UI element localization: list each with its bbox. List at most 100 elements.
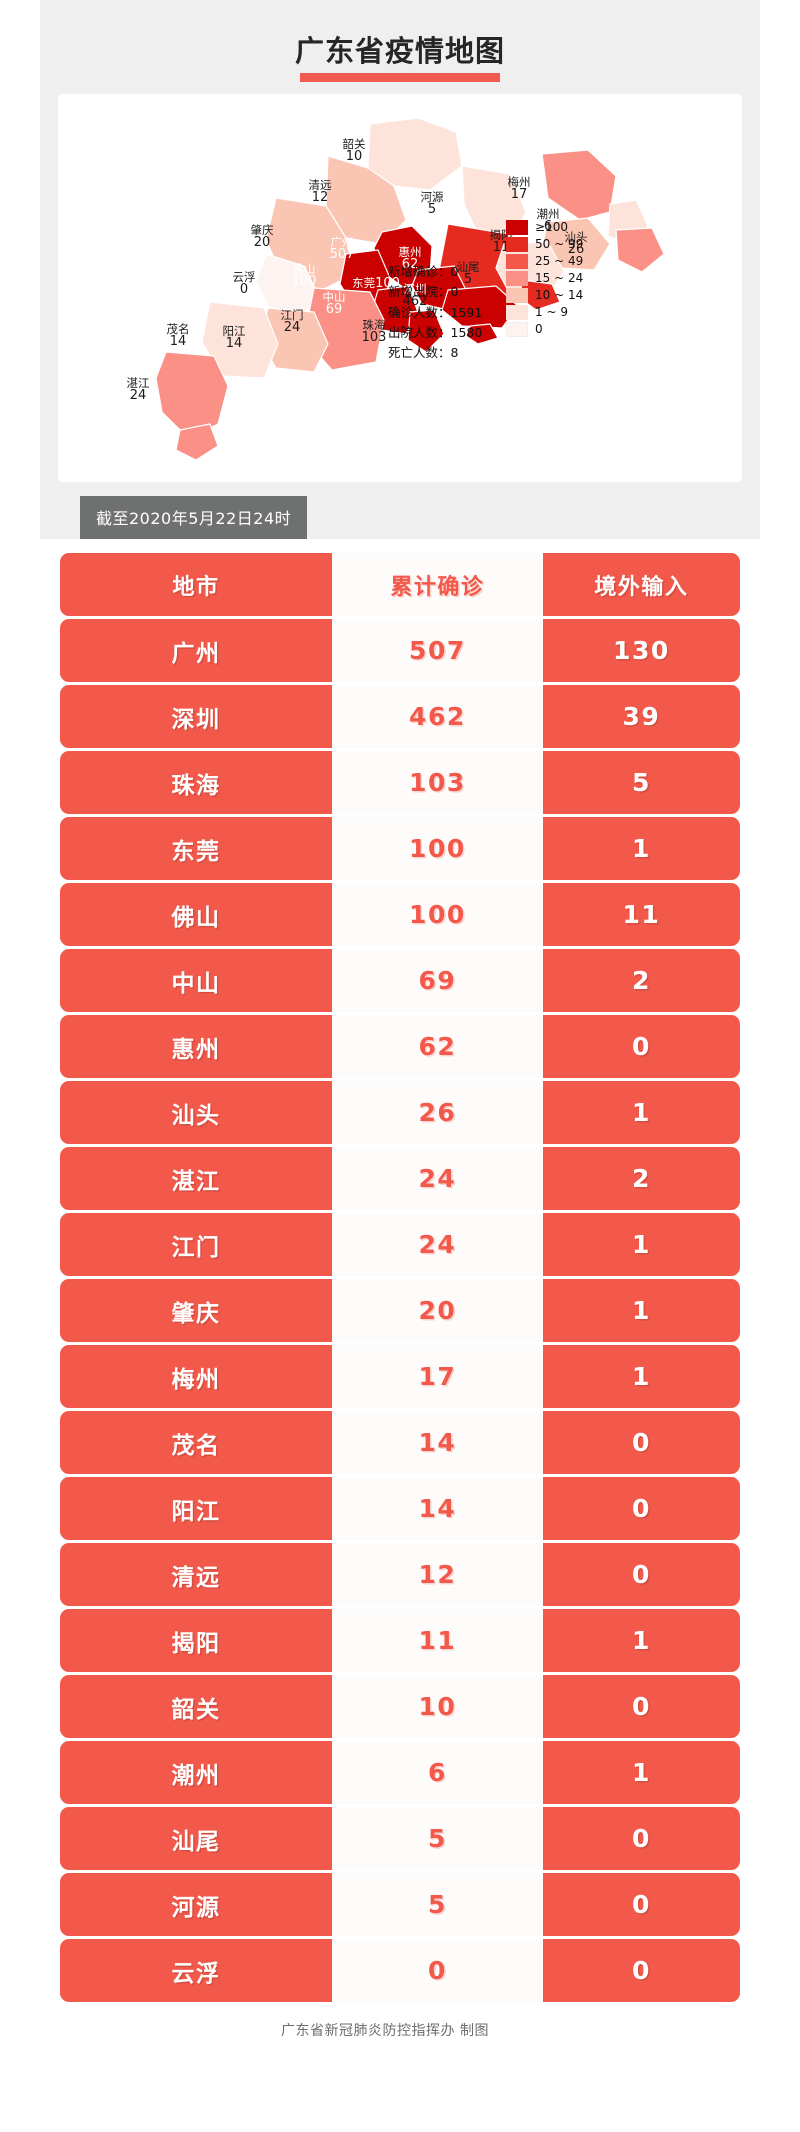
cell-city: 江门 xyxy=(60,1213,332,1276)
table-row: 揭阳 11 1 xyxy=(60,1609,740,1672)
map-statistics: 新增确诊：0 新增出院：0 确诊人数：1591 出院人数：1580 死亡人数：8 xyxy=(388,262,482,363)
cell-imported: 5 xyxy=(542,751,740,814)
table-row: 东莞 100 1 xyxy=(60,817,740,880)
cell-city: 清远 xyxy=(60,1543,332,1606)
city-stats-table: 地市 累计确诊 境外输入 广州 507 130 深圳 462 39 珠海 103 5 东莞 100 1… xyxy=(60,553,740,2002)
cell-confirmed: 100 xyxy=(332,883,543,946)
legend-row: 15 ~ 24 xyxy=(506,270,583,286)
stat-new-confirmed: 新增确诊：0 xyxy=(388,264,459,279)
legend-swatch-icon xyxy=(506,287,528,303)
header-band: 广东省疫情地图 xyxy=(40,0,760,539)
cell-confirmed: 20 xyxy=(332,1279,543,1342)
cell-confirmed: 5 xyxy=(332,1807,543,1870)
cell-imported: 0 xyxy=(542,1477,740,1540)
legend-swatch-icon xyxy=(506,304,528,320)
cell-city: 阳江 xyxy=(60,1477,332,1540)
stat-total-discharged: 出院人数：1580 xyxy=(388,324,483,340)
cell-confirmed: 100 xyxy=(332,817,543,880)
cell-confirmed: 24 xyxy=(332,1147,543,1210)
cell-confirmed: 17 xyxy=(332,1345,543,1408)
cell-city: 揭阳 xyxy=(60,1609,332,1672)
table-row: 惠州 62 0 xyxy=(60,1015,740,1078)
cell-city: 惠州 xyxy=(60,1015,332,1078)
cell-city: 湛江 xyxy=(60,1147,332,1210)
cell-city: 梅州 xyxy=(60,1345,332,1408)
cell-city: 汕尾 xyxy=(60,1807,332,1870)
table-header-confirmed: 累计确诊 xyxy=(332,553,543,616)
cell-imported: 0 xyxy=(542,1939,740,2002)
legend-label: 25 ~ 49 xyxy=(535,254,584,268)
cell-imported: 0 xyxy=(542,1873,740,1936)
cell-confirmed: 62 xyxy=(332,1015,543,1078)
cell-imported: 2 xyxy=(542,1147,740,1210)
cell-confirmed: 6 xyxy=(332,1741,543,1804)
cell-imported: 0 xyxy=(542,1807,740,1870)
table-body: 广州 507 130 深圳 462 39 珠海 103 5 东莞 100 1 佛山 100 11 中山 69 2 惠… xyxy=(60,619,740,2002)
legend-row: ≥100 xyxy=(506,219,583,235)
cell-city: 珠海 xyxy=(60,751,332,814)
cell-confirmed: 462 xyxy=(332,685,543,748)
table-row: 深圳 462 39 xyxy=(60,685,740,748)
guangdong-choropleth-map xyxy=(155,117,665,461)
table-row: 江门 24 1 xyxy=(60,1213,740,1276)
table-header-row: 地市 累计确诊 境外输入 xyxy=(60,553,740,616)
table-row: 茂名 14 0 xyxy=(60,1411,740,1474)
page-title: 广东省疫情地图 xyxy=(294,34,505,68)
stat-deaths: 死亡人数：8 xyxy=(388,345,459,360)
cell-confirmed: 69 xyxy=(332,949,543,1012)
cell-city: 潮州 xyxy=(60,1741,332,1804)
footer-credit: 广东省新冠肺炎防控指挥办 制图 xyxy=(281,2023,489,2039)
table-row: 潮州 6 1 xyxy=(60,1741,740,1804)
table-row: 湛江 24 2 xyxy=(60,1147,740,1210)
cell-imported: 1 xyxy=(542,1741,740,1804)
table-row: 梅州 17 1 xyxy=(60,1345,740,1408)
table-row: 河源 5 0 xyxy=(60,1873,740,1936)
cell-city: 云浮 xyxy=(60,1939,332,2002)
map-legend: ≥100 50 ~ 99 25 ~ 49 15 ~ 24 10 ~ 14 xyxy=(506,219,583,338)
stat-total-confirmed: 确诊人数：1591 xyxy=(388,304,483,320)
table-row: 中山 69 2 xyxy=(60,949,740,1012)
table-row: 肇庆 20 1 xyxy=(60,1279,740,1342)
cell-imported: 0 xyxy=(542,1411,740,1474)
table-row: 广州 507 130 xyxy=(60,619,740,682)
date-banner-area: 截至2020年5月22日24时 xyxy=(40,496,760,539)
cell-confirmed: 103 xyxy=(332,751,543,814)
map-shapes xyxy=(155,117,665,461)
table-row: 韶关 10 0 xyxy=(60,1675,740,1738)
legend-label: 1 ~ 9 xyxy=(535,305,568,319)
legend-label: 50 ~ 99 xyxy=(535,237,584,251)
cell-city: 河源 xyxy=(60,1873,332,1936)
date-banner: 截至2020年5月22日24时 xyxy=(80,496,308,539)
cell-imported: 130 xyxy=(542,619,740,682)
table-row: 珠海 103 5 xyxy=(60,751,740,814)
legend-swatch-icon xyxy=(506,219,528,235)
stat-new-discharged: 新增出院：0 xyxy=(388,284,459,300)
cell-imported: 1 xyxy=(542,1279,740,1342)
cell-imported: 11 xyxy=(542,883,740,946)
legend-row: 25 ~ 49 xyxy=(506,253,583,269)
table-header-imported: 境外输入 xyxy=(542,553,740,616)
cell-imported: 1 xyxy=(542,1081,740,1144)
legend-swatch-icon xyxy=(506,236,528,252)
cell-city: 东莞 xyxy=(60,817,332,880)
cell-city: 汕头 xyxy=(60,1081,332,1144)
legend-row: 0 xyxy=(506,321,583,337)
cell-city: 中山 xyxy=(60,949,332,1012)
title-area: 广东省疫情地图 xyxy=(40,14,760,84)
table-row: 汕尾 5 0 xyxy=(60,1807,740,1870)
table-row: 佛山 100 11 xyxy=(60,883,740,946)
cell-city: 茂名 xyxy=(60,1411,332,1474)
cell-imported: 2 xyxy=(542,949,740,1012)
cell-imported: 1 xyxy=(542,1213,740,1276)
cell-confirmed: 14 xyxy=(332,1477,543,1540)
title-underline xyxy=(300,73,500,82)
cell-city: 广州 xyxy=(60,619,332,682)
legend-label: 10 ~ 14 xyxy=(535,288,584,302)
table-header-city: 地市 xyxy=(60,553,332,616)
cell-imported: 0 xyxy=(542,1543,740,1606)
cell-confirmed: 14 xyxy=(332,1411,543,1474)
cell-confirmed: 12 xyxy=(332,1543,543,1606)
table-row: 阳江 14 0 xyxy=(60,1477,740,1540)
cell-imported: 0 xyxy=(542,1015,740,1078)
